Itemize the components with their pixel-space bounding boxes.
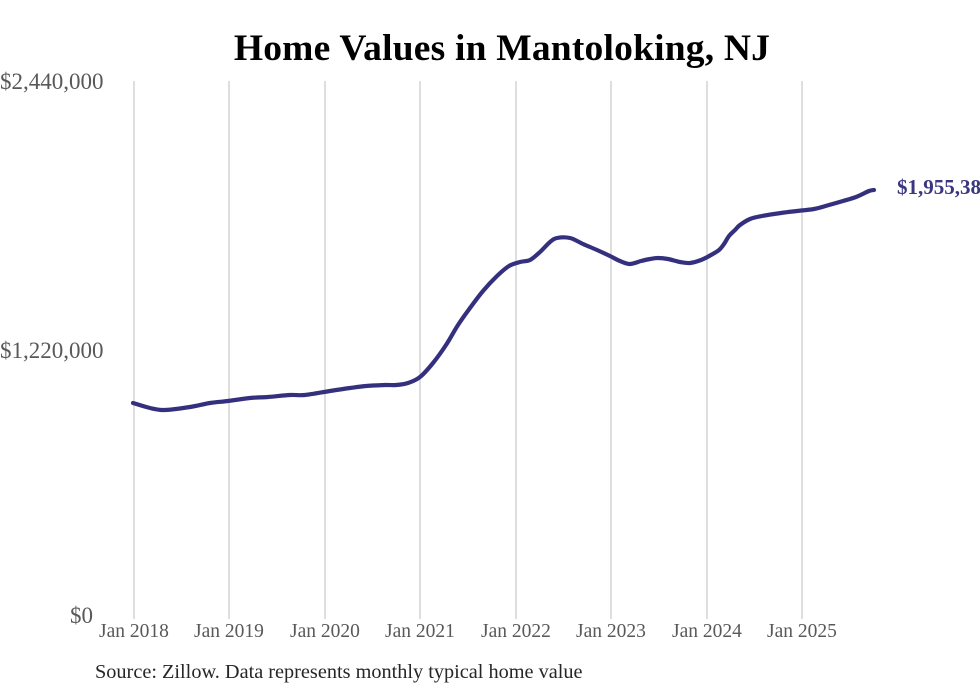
svg-text:$2,440,000: $2,440,000 [0,69,104,94]
svg-text:Jan 2025: Jan 2025 [767,621,837,642]
svg-text:Jan 2023: Jan 2023 [576,621,646,642]
svg-text:$0: $0 [70,603,93,628]
svg-text:Jan 2021: Jan 2021 [385,621,455,642]
svg-text:$1,220,000: $1,220,000 [0,338,104,363]
svg-text:Jan 2024: Jan 2024 [672,621,742,642]
svg-text:Jan 2022: Jan 2022 [481,621,551,642]
svg-text:$1,955,385: $1,955,385 [897,175,980,199]
svg-text:Jan 2018: Jan 2018 [99,621,169,642]
svg-text:Jan 2020: Jan 2020 [290,621,360,642]
svg-text:Jan 2019: Jan 2019 [194,621,264,642]
